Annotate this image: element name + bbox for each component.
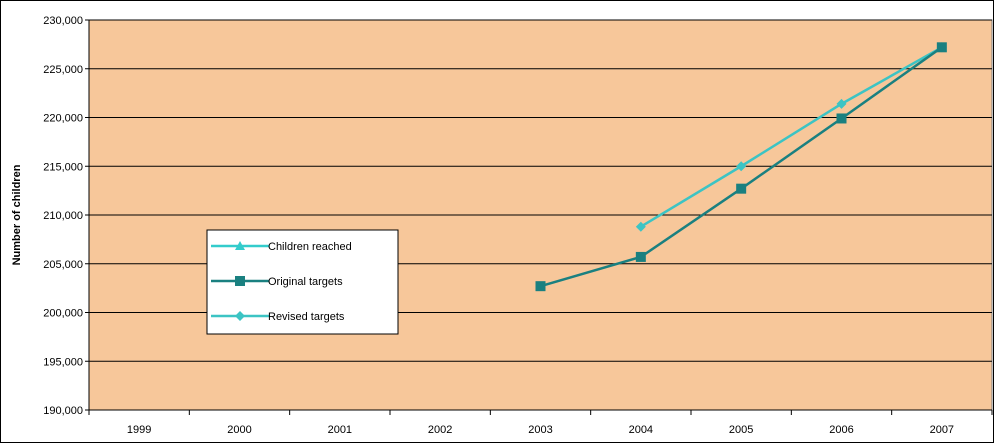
data-point (635, 251, 646, 262)
series-line (640, 46, 943, 228)
y-tick-label: 215,000 (43, 161, 83, 173)
y-axis-label: Number of children (11, 164, 23, 265)
y-tick-label: 230,000 (43, 15, 83, 27)
y-tick-label: 200,000 (43, 308, 83, 320)
x-tick-label: 2002 (428, 424, 452, 436)
legend-marker (235, 276, 245, 286)
x-tick-label: 2000 (227, 424, 251, 436)
data-point (635, 221, 646, 232)
legend-marker (235, 241, 245, 250)
x-tick-label: 2006 (829, 424, 853, 436)
y-tick-label: 190,000 (43, 405, 83, 417)
data-point (936, 42, 947, 53)
y-tick-label: 210,000 (43, 210, 83, 222)
y-tick-label: 220,000 (43, 113, 83, 125)
data-point (836, 113, 847, 124)
legend: Children reached Original targets Revised … (206, 229, 399, 335)
x-tick-label: 2001 (328, 424, 352, 436)
x-tick-label: 1999 (127, 424, 151, 436)
x-tick-label: 2007 (930, 424, 954, 436)
data-point (535, 281, 546, 292)
axes: 190,000 195,000 200,000 205,000 210,000 215,0… (43, 15, 993, 436)
legend-marker (235, 311, 245, 321)
series-layer (535, 42, 947, 292)
y-tick-label: 225,000 (43, 64, 83, 76)
data-point (736, 183, 747, 194)
data-point (836, 98, 847, 109)
y-tick-label: 195,000 (43, 356, 83, 368)
legend-label: Revised targets (268, 311, 345, 323)
legend-label: Original targets (268, 276, 343, 288)
x-tick-label: 2003 (528, 424, 552, 436)
x-tick-label: 2004 (629, 424, 653, 436)
y-tick-label: 205,000 (43, 259, 83, 271)
x-tick-label: 2005 (729, 424, 753, 436)
legend-label: Children reached (268, 241, 352, 253)
data-point (736, 161, 747, 172)
